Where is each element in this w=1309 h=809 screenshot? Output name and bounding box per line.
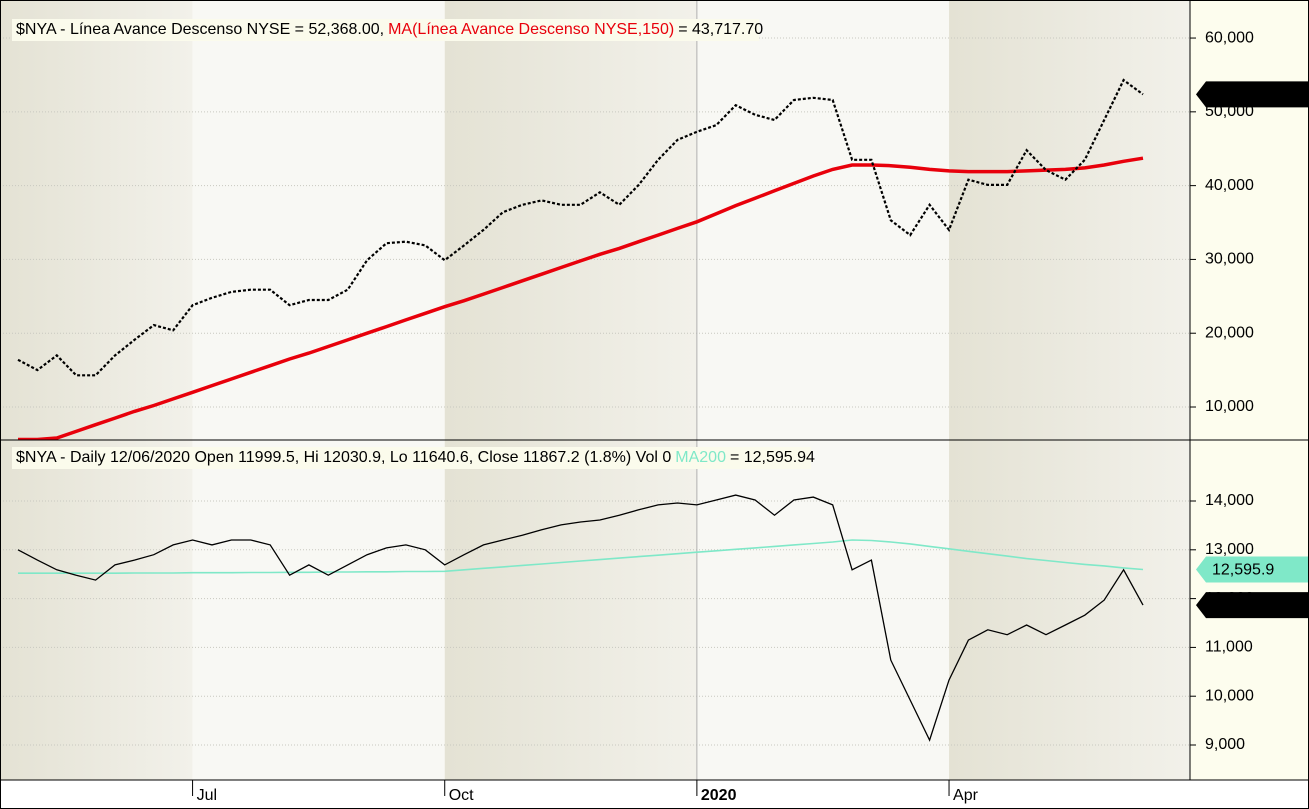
y-tick-label: 9,000 [1205,736,1245,753]
period-band [444,0,697,780]
y-tick-label: 11,000 [1205,639,1253,656]
period-band [0,0,193,780]
legend-background [12,447,811,469]
series-line [18,156,1144,440]
last-value-tag [1196,81,1309,108]
y-tick-label: 30,000 [1205,251,1254,268]
period-band [949,0,1190,780]
legend-background [12,19,760,41]
legend-entry: $NYA - Daily 12/06/2020 Open 11999.5, Hi… [16,449,671,466]
x-tick-label: Oct [449,787,474,804]
legend-entry: $NYA - Línea Avance Descenso NYSE = 52,3… [16,21,384,38]
legend-entry: MA200 [675,449,726,466]
y-tick-label: 10,000 [1205,687,1254,704]
series-line [18,539,1144,574]
x-tick-label: Apr [953,787,979,804]
legend: $NYA - Línea Avance Descenso NYSE = 52,3… [16,21,763,38]
y-tick-label: 20,000 [1205,324,1254,341]
last-value-label: 52,368 [1212,87,1261,104]
last-value-label: 11,867.2 [1212,597,1273,614]
period-band [192,0,445,780]
series-line [17,494,1144,742]
y-tick-label: 40,000 [1205,177,1254,194]
x-tick-label: Jul [197,787,217,804]
price-axis-background [1190,0,1309,780]
y-tick-label: 60,000 [1205,29,1254,46]
legend-value: = 43,717.70 [678,21,763,38]
series-line [17,78,1144,377]
legend-value: = 12,595.94 [730,449,815,466]
y-tick-label: 10,000 [1205,398,1254,415]
y-tick-label: 13,000 [1205,541,1254,558]
last-value-label: 12,595.9 [1212,562,1274,579]
legend: $NYA - Daily 12/06/2020 Open 11999.5, Hi… [16,449,815,466]
last-value-tag [1196,556,1309,583]
period-band [696,0,950,780]
last-value-tag [1196,592,1309,619]
y-tick-label: 14,000 [1205,492,1254,509]
x-tick-label: 2020 [701,787,737,804]
legend-entry: MA(Línea Avance Descenso NYSE,150) [388,21,674,38]
